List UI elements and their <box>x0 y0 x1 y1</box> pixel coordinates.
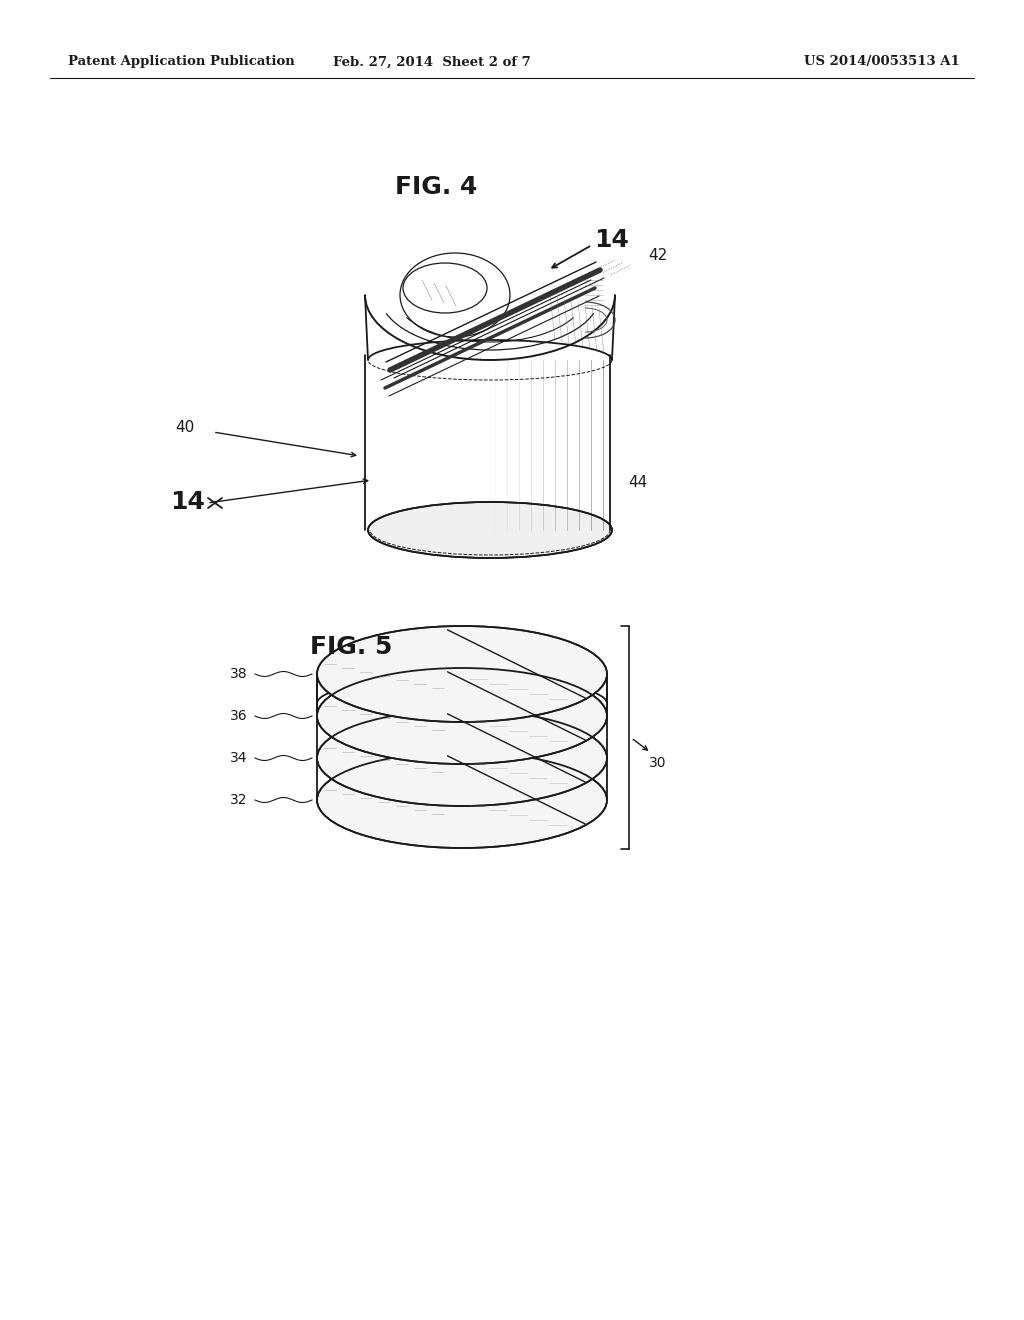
Ellipse shape <box>368 502 612 558</box>
Text: Patent Application Publication: Patent Application Publication <box>68 55 295 69</box>
Text: 38: 38 <box>230 667 248 681</box>
Ellipse shape <box>317 668 607 764</box>
Text: 44: 44 <box>628 475 647 490</box>
Text: 42: 42 <box>648 248 668 263</box>
Text: 14: 14 <box>594 228 629 252</box>
Text: FIG. 4: FIG. 4 <box>395 176 477 199</box>
Text: Feb. 27, 2014  Sheet 2 of 7: Feb. 27, 2014 Sheet 2 of 7 <box>333 55 530 69</box>
Text: 34: 34 <box>230 751 248 766</box>
Text: US 2014/0053513 A1: US 2014/0053513 A1 <box>804 55 961 69</box>
Ellipse shape <box>317 626 607 722</box>
Text: 30: 30 <box>649 755 667 770</box>
Ellipse shape <box>317 710 607 807</box>
Text: FIG. 5: FIG. 5 <box>310 635 392 659</box>
Text: 40: 40 <box>175 420 195 436</box>
Text: 32: 32 <box>230 793 248 807</box>
Text: 36: 36 <box>230 709 248 723</box>
Ellipse shape <box>317 752 607 847</box>
Text: 14: 14 <box>170 490 205 513</box>
